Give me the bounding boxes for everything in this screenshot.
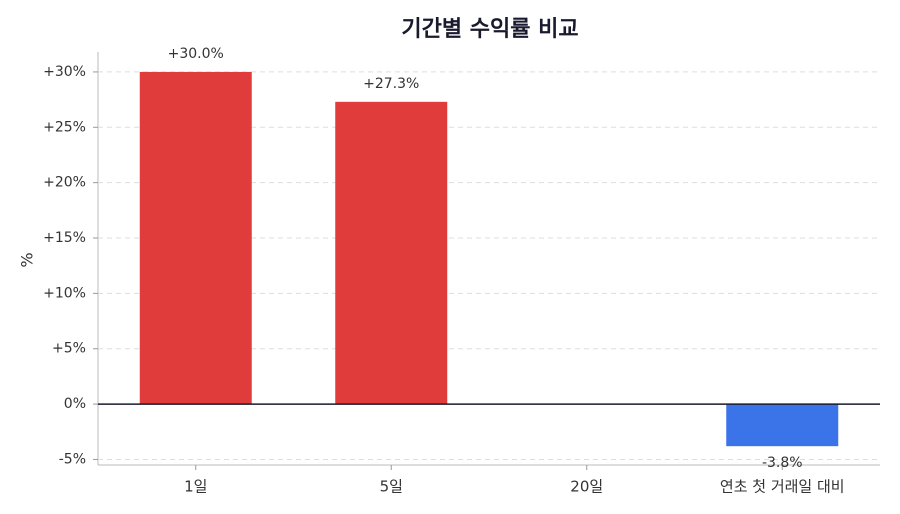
value-label: +27.3% [363,76,419,92]
y-tick-label: +15% [43,230,86,246]
bar [139,71,252,405]
x-tick-label: 5일 [380,478,403,496]
y-tick-label: +10% [43,285,86,301]
x-tick-label: 1일 [184,478,207,496]
bar [726,404,839,447]
y-tick-label: +20% [43,175,86,191]
y-tick-label: +25% [43,119,86,135]
y-axis-label: % [18,252,37,267]
x-tick-label: 20일 [570,478,603,496]
chart-title: 기간별 수익률 비교 [401,17,578,42]
value-label: +30.0% [168,46,224,62]
y-tick-label: +5% [52,341,86,357]
x-tick-label: 연초 첫 거래일 대비 [720,478,845,496]
y-tick-label: 0% [64,396,86,412]
y-tick-label: +30% [43,64,86,80]
value-label: -3.8% [762,455,803,471]
y-tick-label: -5% [59,451,86,467]
bar [335,101,448,405]
